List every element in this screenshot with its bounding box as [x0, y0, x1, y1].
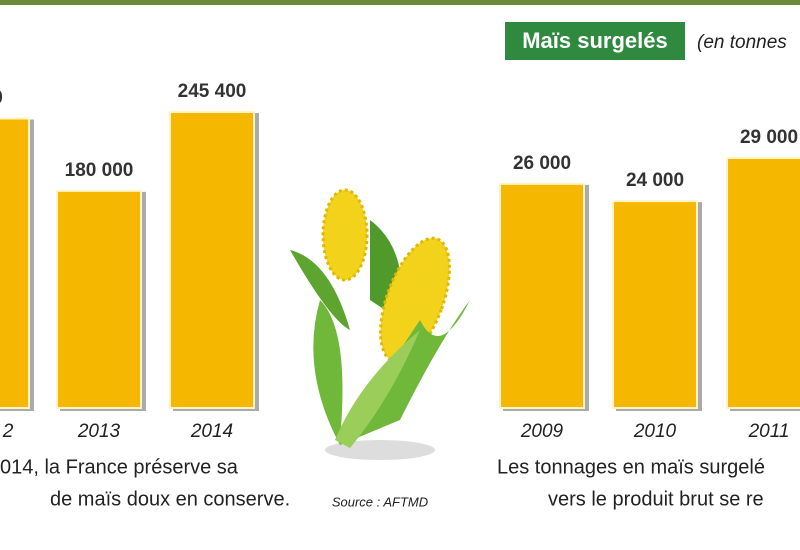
x-tick-label: 2011	[748, 421, 790, 442]
x-tick-label: 2013	[77, 421, 121, 442]
title-box	[505, 22, 685, 60]
value-label: 245 400	[178, 81, 247, 102]
x-tick-label: 2014	[190, 421, 233, 442]
chart-subtitle: (en tonnes	[697, 32, 787, 53]
bar	[0, 117, 30, 409]
value-label: 26 000	[513, 153, 571, 174]
x-tick-label: 2	[2, 421, 14, 442]
value-label: 000	[0, 88, 3, 109]
corn-illustration	[290, 188, 470, 460]
source: Source : AFTMD	[332, 494, 428, 509]
bar	[499, 182, 585, 409]
bar	[169, 111, 255, 409]
x-tick-label: 2009	[520, 421, 564, 442]
caption: de maïs doux en conserve.	[50, 488, 290, 510]
value-label: 24 000	[626, 170, 684, 191]
bar	[612, 200, 698, 409]
caption: vers le produit brut se re	[548, 488, 764, 510]
chart-title: Maïs surgelés	[522, 28, 668, 53]
top-stripe	[0, 0, 800, 5]
value-label: 29 000	[740, 127, 798, 148]
bar	[726, 157, 800, 409]
caption: 014, la France préserve sa	[0, 456, 239, 478]
x-tick-label: 2010	[633, 421, 677, 442]
bar	[56, 189, 142, 409]
caption: Les tonnages en maïs surgelé	[497, 456, 765, 478]
value-label: 180 000	[65, 160, 134, 181]
